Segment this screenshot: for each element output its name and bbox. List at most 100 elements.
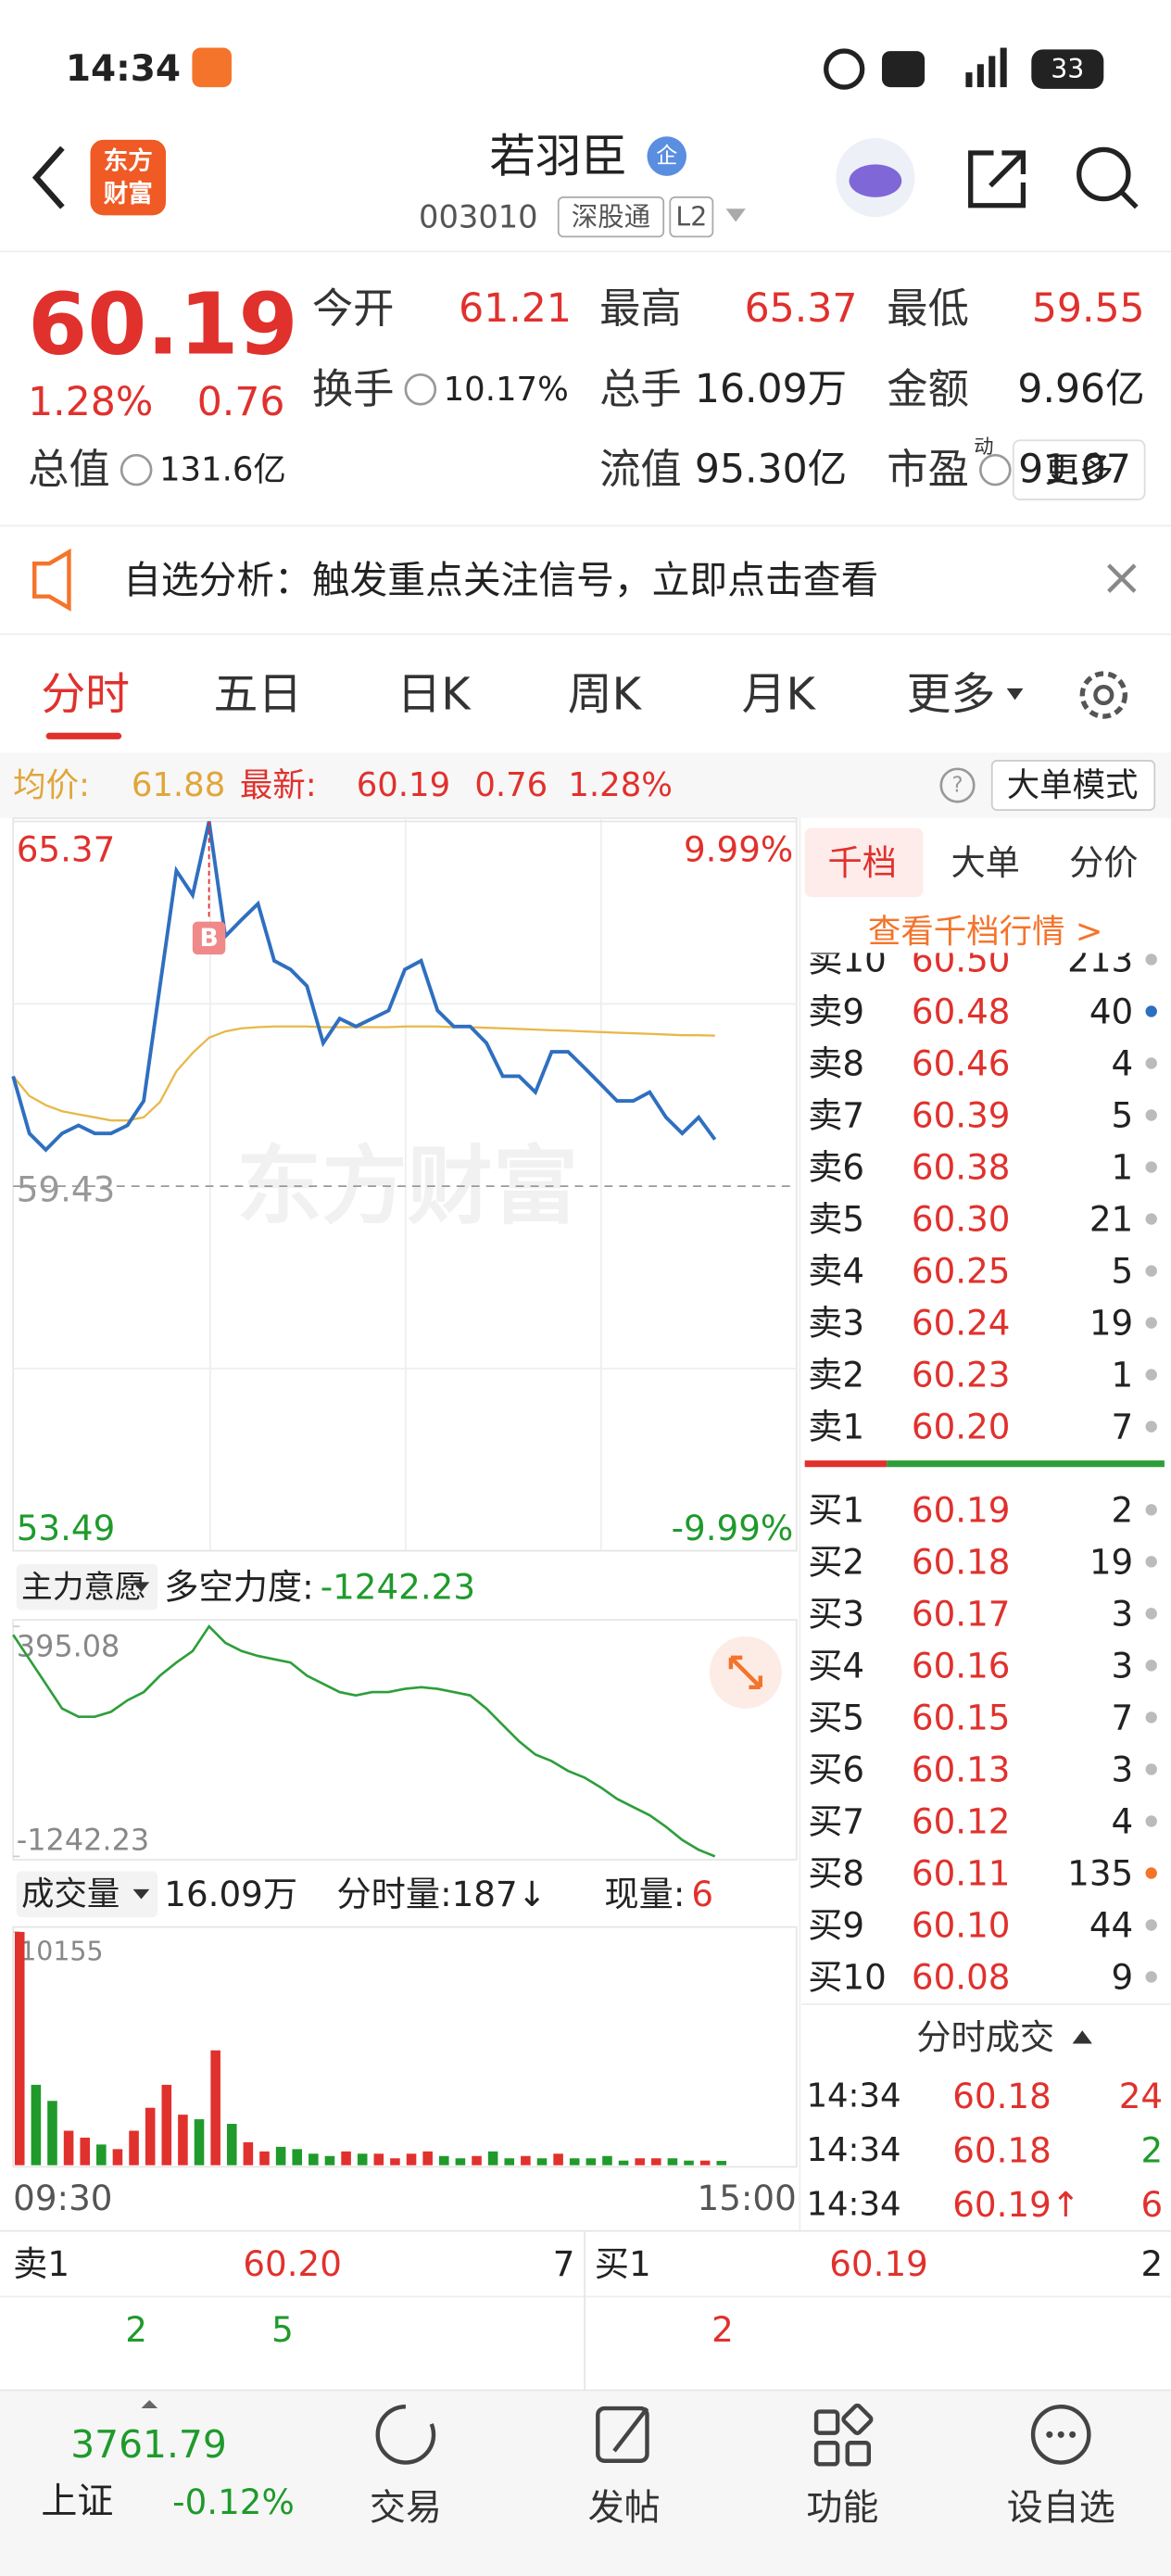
book-price: 60.18 — [912, 1541, 1011, 1582]
book-tab[interactable]: 大单 — [951, 842, 1019, 883]
book-dot — [1145, 1971, 1157, 1983]
y-tick-label: 53.49 — [17, 1508, 116, 1548]
book-row: 卖10 60.50 213 — [808, 953, 1157, 979]
book-dot — [1145, 1369, 1157, 1381]
book-level: 卖7 — [808, 1095, 864, 1136]
book-price: 60.12 — [912, 1800, 1011, 1841]
book-tab[interactable]: 千档 — [827, 842, 896, 883]
volume-bar — [553, 2153, 563, 2166]
info-icon — [120, 453, 153, 486]
strip-bid-price: 60.19 — [829, 2243, 928, 2284]
nav-item[interactable]: 交易 — [370, 2488, 442, 2530]
field-label: 今开 — [312, 285, 395, 333]
selector-arrow — [132, 1582, 150, 1592]
volume-bar — [80, 2137, 90, 2166]
field-value: 95.30亿 — [695, 448, 847, 493]
trade-price: 60.18 — [952, 2130, 1051, 2171]
book-row: 买3 60.17 3 — [808, 1593, 1157, 1634]
volume-bar — [635, 2158, 645, 2166]
change-pct: 1.28% — [28, 380, 153, 425]
tab[interactable]: 日K — [397, 670, 472, 721]
book-level: 卖1 — [808, 1407, 864, 1447]
book-qty: 21 — [1089, 1199, 1133, 1240]
book-link[interactable]: 查看千档行情 > — [868, 913, 1103, 951]
book-level: 买7 — [808, 1800, 864, 1841]
book-price: 60.20 — [912, 1407, 1011, 1447]
volume-bar — [226, 2124, 237, 2166]
strip-ask-level: 卖1 — [13, 2243, 69, 2284]
volume-bar — [194, 2119, 205, 2166]
book-row: 买8 60.11 135 — [808, 1852, 1157, 1893]
flow-selector-label[interactable]: 主力意愿 — [21, 1569, 146, 1605]
change: 0.76 — [197, 380, 285, 425]
trade-time: 14:34 — [806, 2186, 900, 2224]
book-qty: 9 — [1112, 1957, 1134, 1998]
volume-bar — [504, 2158, 515, 2166]
badge: 企 — [656, 145, 677, 169]
book-dot — [1145, 1421, 1157, 1433]
tab[interactable]: 周K — [568, 670, 643, 721]
book-level: 卖3 — [808, 1303, 864, 1344]
nav-item[interactable]: 发帖 — [588, 2488, 661, 2530]
field-value: 131.6亿 — [159, 451, 286, 489]
volume-bar — [210, 2050, 220, 2166]
more-button[interactable] — [1012, 439, 1146, 500]
help-icon[interactable] — [939, 767, 976, 803]
trade-price: 60.19↑ — [952, 2184, 1080, 2225]
index-name: 上证 — [41, 2481, 113, 2523]
book-level: 买3 — [808, 1593, 864, 1634]
volume-selector[interactable] — [16, 1871, 158, 1917]
volume-bar — [308, 2153, 319, 2166]
volume-bar — [259, 2151, 270, 2166]
book-qty: 7 — [1112, 1407, 1134, 1447]
latest-pct: 1.28% — [568, 766, 673, 804]
current-value: 6 — [691, 1874, 713, 1914]
notice-bar[interactable] — [0, 525, 1171, 635]
book-qty: 19 — [1089, 1303, 1133, 1344]
volume-bar — [521, 2155, 531, 2166]
flow-selector[interactable] — [16, 1563, 158, 1610]
book-level: 买10 — [808, 1957, 887, 1998]
x-tick-label: 15:00 — [698, 2178, 797, 2218]
book-dot — [1145, 953, 1157, 966]
volume-bar — [422, 2151, 433, 2166]
search-button[interactable] — [1077, 146, 1131, 202]
volume-selector-label[interactable]: 成交量 — [21, 1875, 120, 1913]
logo[interactable] — [90, 139, 167, 216]
tab[interactable]: 月K — [742, 670, 817, 721]
volume-bar — [96, 2144, 107, 2166]
field-label: 最高 — [599, 285, 682, 333]
info-bar — [0, 752, 1171, 818]
book-price: 60.23 — [912, 1355, 1011, 1395]
book-dot — [1145, 1317, 1157, 1329]
field-value: 91.07 — [1018, 448, 1131, 493]
book-level: 卖4 — [808, 1251, 864, 1292]
book-dot — [1145, 1005, 1157, 1017]
trades-arrow — [1072, 2030, 1092, 2044]
price-grid — [13, 817, 797, 1551]
latest-value: 60.19 — [357, 766, 450, 804]
settings-button[interactable] — [1079, 671, 1128, 719]
nav-item[interactable]: 设自选 — [1007, 2488, 1115, 2530]
back-button[interactable] — [31, 145, 65, 209]
book-qty: 4 — [1112, 1800, 1134, 1841]
share-button[interactable] — [968, 150, 1026, 208]
tab[interactable]: 分时 — [41, 670, 130, 721]
book-price: 60.08 — [912, 1957, 1011, 1998]
book-row: 买9 60.10 44 — [808, 1904, 1157, 1945]
volume-bar — [439, 2155, 449, 2166]
tab[interactable]: 更多 — [907, 670, 996, 721]
notice-text[interactable]: 自选分析：触发重点关注信号，立即点击查看 — [123, 558, 878, 602]
dropdown-arrow[interactable] — [725, 208, 746, 222]
battery-icon — [1031, 49, 1104, 89]
volume-bar — [31, 2084, 42, 2166]
nav-item[interactable]: 功能 — [806, 2488, 878, 2530]
tab[interactable]: 五日 — [213, 670, 302, 721]
book-dot — [1145, 1763, 1157, 1775]
book-qty: 3 — [1112, 1593, 1134, 1634]
book-tab-selected[interactable] — [804, 827, 924, 898]
index-value[interactable]: 3761.79 — [70, 2422, 227, 2467]
close-button[interactable] — [1107, 563, 1137, 593]
book-tab[interactable]: 分价 — [1069, 842, 1138, 883]
mode-button[interactable] — [990, 760, 1156, 812]
